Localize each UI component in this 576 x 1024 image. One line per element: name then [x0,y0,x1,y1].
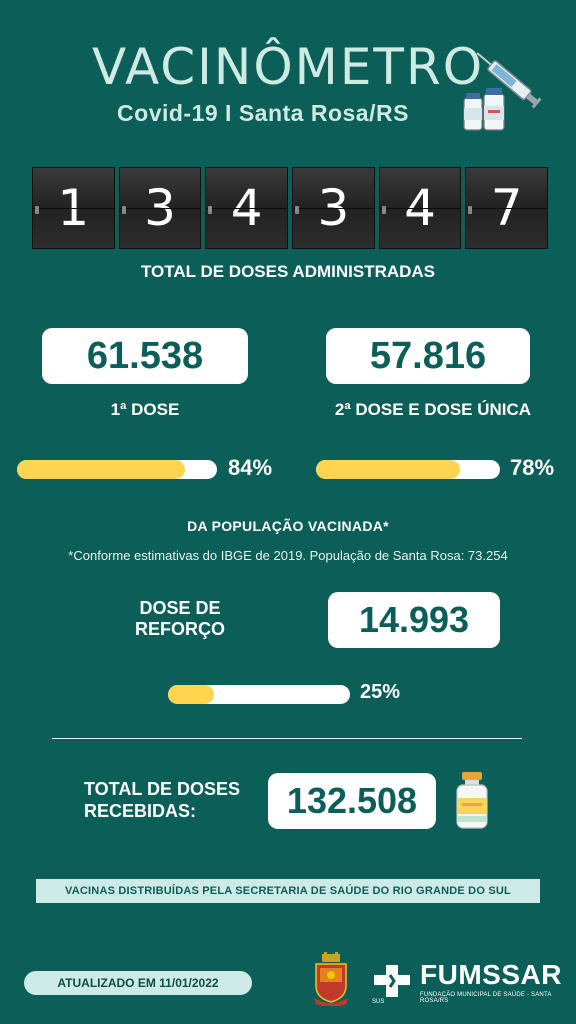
progress-fill [168,685,214,704]
first-dose-percent: 84% [228,455,273,480]
booster-value: 14.993 [328,592,500,648]
population-note: *Conforme estimativas do IBGE de 2019. P… [68,548,508,563]
received-label-line2: RECEBIDAS: [84,801,197,821]
population-label: DA POPULAÇÃO VACINADA* [187,518,389,534]
booster-progress-bar [168,685,350,704]
page-subtitle: Covid-19 I Santa Rosa/RS [117,100,409,126]
fumssar-cross-logo [374,965,410,997]
distribution-note: VACINAS DISTRIBUÍDAS PELA SECRETARIA DE … [36,879,540,903]
counter-digit: 4 [378,167,462,249]
received-label-line1: TOTAL DE DOSES [84,779,241,799]
first-dose-progress-bar [17,460,217,479]
fumssar-subtitle: FUNDAÇÃO MUNICIPAL DE SAÚDE - SANTA ROSA… [420,992,552,1004]
counter-digit: 3 [118,167,202,249]
first-dose-label: 1ª DOSE [110,400,180,419]
counter-digit: 7 [465,167,549,249]
doses-counter: 1 3 4 3 4 7 [32,167,549,249]
counter-digit: 3 [292,167,375,249]
second-dose-progress-bar [316,460,500,479]
divider [52,738,522,739]
received-label: TOTAL DE DOSES RECEBIDAS: [84,778,244,822]
first-dose-value: 61.538 [42,328,248,384]
sus-label: SUS [372,999,385,1005]
received-value: 132.508 [268,773,436,829]
fumssar-name: FUMSSAR [420,959,562,990]
second-dose-label: 2ª DOSE E DOSE ÚNICA [334,400,532,419]
counter-digit: 4 [205,167,289,249]
total-doses-label: TOTAL DE DOSES ADMINISTRADAS [140,262,436,281]
booster-percent: 25% [360,681,401,703]
progress-fill [17,460,185,479]
updated-badge: ATUALIZADO EM 11/01/2022 [24,971,252,995]
second-dose-percent: 78% [510,455,555,480]
progress-fill [316,460,460,479]
page-title: VACINÔMETRO [91,38,485,96]
booster-label-line2: REFORÇO [135,619,225,639]
counter-digit: 1 [32,167,115,249]
vaccine-vial-icon [456,772,488,829]
booster-label-line1: DOSE DE [139,598,221,618]
syringe-vial-icon [463,52,542,131]
city-crest-logo [314,952,348,1006]
booster-label: DOSE DE REFORÇO [120,598,240,640]
second-dose-value: 57.816 [326,328,530,384]
